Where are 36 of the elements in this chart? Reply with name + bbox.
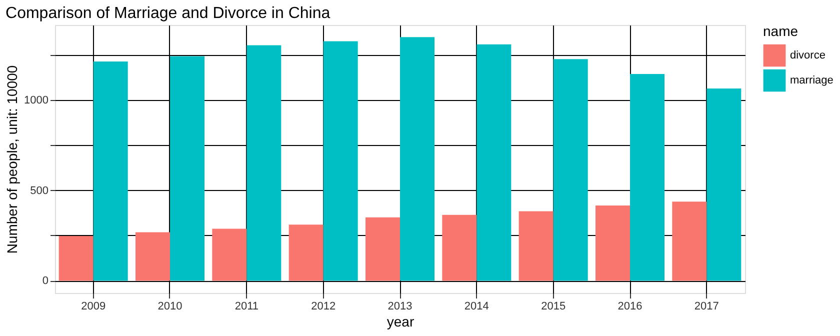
legend-title: name xyxy=(763,23,798,39)
legend-label: marriage xyxy=(790,74,834,86)
x-tick-label: 2009 xyxy=(81,300,106,312)
y-tick-label: 1000 xyxy=(24,94,48,106)
bar xyxy=(366,217,400,281)
bar xyxy=(246,45,282,281)
bar xyxy=(93,62,128,281)
x-tick-label: 2017 xyxy=(694,300,719,312)
bar xyxy=(518,211,554,281)
bar xyxy=(706,88,742,281)
x-tick-label: 2014 xyxy=(464,300,489,312)
x-axis-title: year xyxy=(386,314,414,330)
y-tick-label: 0 xyxy=(42,275,48,288)
bar xyxy=(58,236,94,281)
y-axis-title: Number of people, unit: 10000 xyxy=(4,65,20,254)
y-tick-label: 500 xyxy=(30,184,48,197)
bar xyxy=(630,74,664,281)
x-tick-label: 2013 xyxy=(388,300,412,312)
x-tick-label: 2012 xyxy=(311,300,336,312)
bar xyxy=(170,56,204,281)
bar xyxy=(288,224,324,281)
bar xyxy=(596,205,630,281)
chart-title: Comparison of Marriage and Divorce in China xyxy=(6,5,330,22)
x-tick-label: 2011 xyxy=(234,300,258,312)
x-tick-label: 2015 xyxy=(541,300,566,312)
bar xyxy=(400,37,434,281)
bar xyxy=(212,228,247,281)
bar xyxy=(136,232,170,281)
legend-label: divorce xyxy=(790,50,826,62)
bar xyxy=(553,59,588,281)
bar xyxy=(442,214,477,281)
x-tick-label: 2010 xyxy=(158,300,182,312)
bar xyxy=(323,41,358,281)
bar xyxy=(476,44,512,281)
bar xyxy=(672,202,707,281)
x-tick-label: 2016 xyxy=(618,300,642,312)
